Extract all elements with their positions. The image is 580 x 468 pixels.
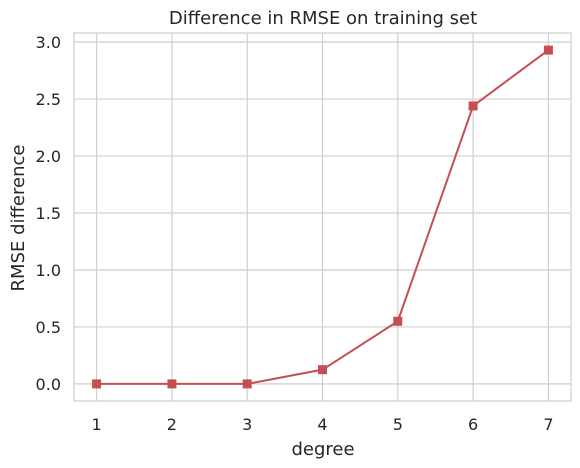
- data-point: [243, 379, 252, 388]
- x-tick-label: 4: [317, 415, 327, 434]
- data-point: [469, 101, 478, 110]
- x-tick-label: 7: [543, 415, 553, 434]
- y-tick-label: 0.5: [36, 318, 61, 337]
- x-tick-labels: 1 2 3 4 5 6 7: [91, 415, 553, 434]
- y-tick-labels: 0.0 0.5 1.0 1.5 2.0 2.5 3.0: [36, 33, 61, 394]
- x-axis-label: degree: [291, 439, 354, 460]
- data-point: [393, 317, 402, 326]
- x-tick-label: 1: [91, 415, 101, 434]
- x-tick-label: 3: [242, 415, 252, 434]
- x-tick-label: 6: [468, 415, 478, 434]
- data-point: [318, 365, 327, 374]
- x-tick-label: 2: [167, 415, 177, 434]
- x-tick-label: 5: [393, 415, 403, 434]
- y-tick-label: 2.5: [36, 90, 61, 109]
- y-tick-label: 2.0: [36, 147, 61, 166]
- y-tick-label: 3.0: [36, 33, 61, 52]
- y-axis-label: RMSE difference: [8, 145, 29, 292]
- data-point: [544, 46, 553, 55]
- data-point: [92, 379, 101, 388]
- data-point: [167, 379, 176, 388]
- y-tick-label: 1.5: [36, 204, 61, 223]
- y-tick-label: 0.0: [36, 375, 61, 394]
- y-tick-label: 1.0: [36, 261, 61, 280]
- chart-title: Difference in RMSE on training set: [169, 8, 477, 29]
